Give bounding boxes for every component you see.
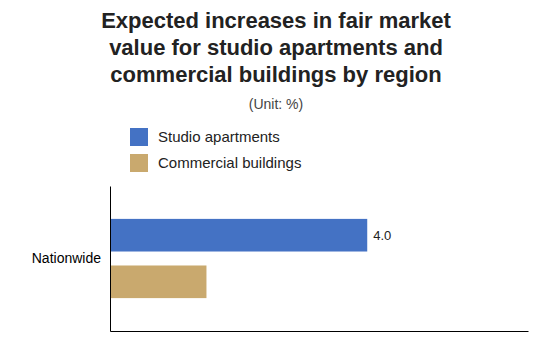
legend-swatch: [130, 128, 148, 146]
legend: Studio apartments Commercial buildings: [130, 128, 301, 172]
tick: Nationwide: [32, 250, 110, 266]
legend-item: Commercial buildings: [130, 154, 301, 172]
y-axis: Nationwide: [32, 187, 111, 332]
legend-swatch: [130, 154, 148, 172]
bars: [110, 219, 367, 298]
plot: Nationwide 4.0: [32, 187, 529, 332]
axis-line: [111, 331, 529, 332]
data-labels: 4.0: [373, 228, 391, 243]
bar: [110, 265, 206, 298]
title: Expected increases in fair marketvalue f…: [101, 8, 451, 87]
axis-line: [110, 187, 111, 332]
legend-label: Studio apartments: [158, 128, 280, 145]
chart: Expected increases in fair marketvalue f…: [0, 0, 552, 345]
x-axis: [111, 331, 529, 332]
tick-label: Nationwide: [32, 250, 101, 266]
subtitle: (Unit: %): [249, 96, 303, 112]
legend-item: Studio apartments: [130, 128, 280, 146]
legend-label: Commercial buildings: [158, 154, 301, 171]
data-label: 4.0: [373, 228, 391, 243]
bar: [110, 219, 367, 252]
